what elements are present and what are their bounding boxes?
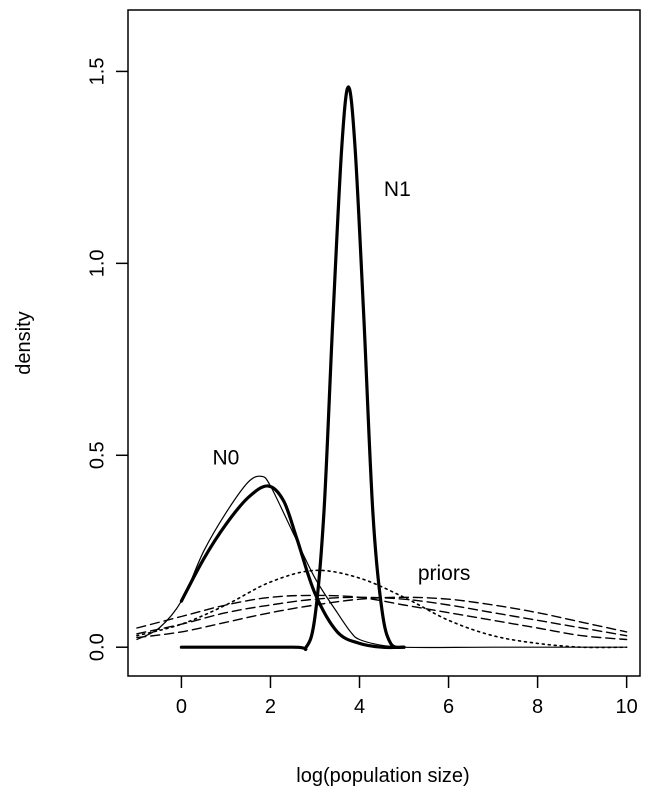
n0-thin-curve [136,475,405,648]
x-tick-label: 10 [616,696,638,718]
prior-dashed-2-curve [136,596,628,637]
y-tick-label: 0.5 [86,441,108,469]
annotation-n0: N0 [213,447,240,470]
x-tick-label: 8 [532,696,543,718]
curves-layer [136,85,628,652]
x-tick-label: 2 [265,696,276,718]
y-axis-label: density [13,311,35,374]
plot-frame [127,9,641,677]
y-tick-label: 1.5 [86,58,108,86]
annotation-priors: priors [418,562,471,585]
prior-dashed-1-curve [136,594,628,641]
annotations-layer: N0 N1 priors [213,178,471,585]
n0-thick-curve [179,484,406,650]
prior-dotted-curve [136,569,628,649]
y-tick-label: 1.0 [86,249,108,277]
prior-dashed-3-curve [136,596,628,639]
axes-layer: 0 2 4 6 8 10 0.0 0.5 1.0 1.5 [86,58,637,718]
annotation-n1: N1 [384,178,411,201]
y-tick-label: 0.0 [86,633,108,661]
x-tick-label: 0 [176,696,187,718]
x-tick-label: 6 [443,696,454,718]
n1-thick-curve [179,85,406,652]
x-axis-label: log(population size) [296,765,469,787]
x-tick-label: 4 [354,696,365,718]
